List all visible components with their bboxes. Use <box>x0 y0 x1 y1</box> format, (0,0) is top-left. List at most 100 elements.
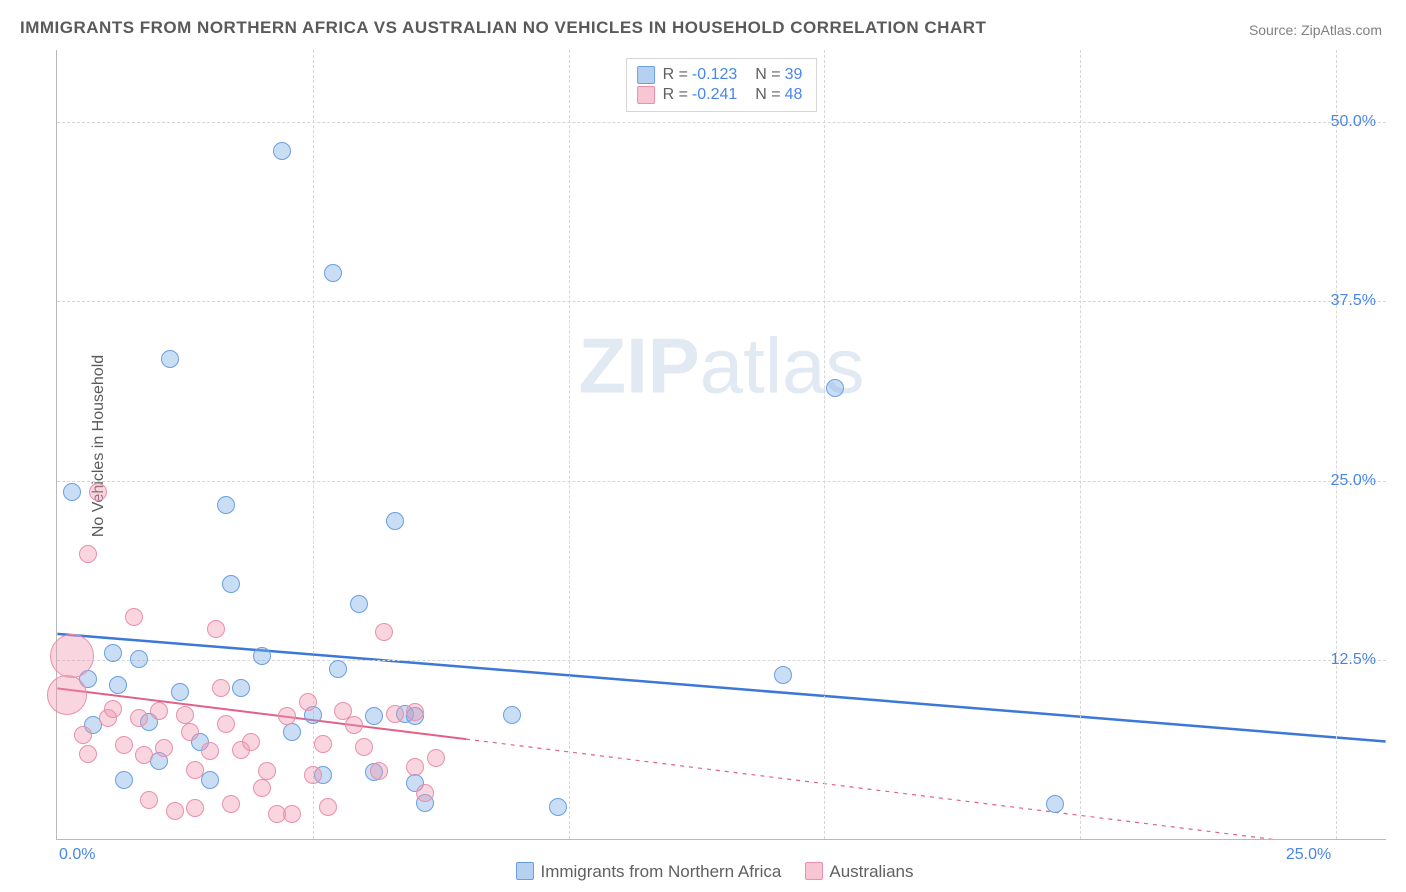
data-point <box>278 707 296 725</box>
data-point <box>350 595 368 613</box>
gridline-v <box>569 50 570 839</box>
data-point <box>104 700 122 718</box>
data-point <box>186 799 204 817</box>
data-point <box>253 647 271 665</box>
data-point <box>171 683 189 701</box>
legend-r-value: -0.241 <box>692 86 737 104</box>
data-point <box>329 660 347 678</box>
data-point <box>212 679 230 697</box>
data-point <box>50 634 94 678</box>
data-point <box>201 742 219 760</box>
legend-r-label: R = <box>663 86 688 104</box>
data-point <box>130 650 148 668</box>
data-point <box>370 762 388 780</box>
legend-row: R =-0.241 N = 48 <box>637 86 807 104</box>
chart-title: IMMIGRANTS FROM NORTHERN AFRICA VS AUSTR… <box>20 18 986 38</box>
data-point <box>222 575 240 593</box>
data-point <box>161 350 179 368</box>
data-point <box>503 706 521 724</box>
legend-n-label: N = <box>755 86 780 104</box>
data-point <box>375 623 393 641</box>
data-point <box>253 779 271 797</box>
scatter-plot: ZIPatlas R =-0.123 N = 39 R =-0.241 N = 48 12… <box>56 50 1386 840</box>
data-point <box>115 771 133 789</box>
data-point <box>181 723 199 741</box>
data-point <box>774 666 792 684</box>
data-point <box>324 264 342 282</box>
data-point <box>314 735 332 753</box>
gridline-v <box>1080 50 1081 839</box>
legend-n-value: 39 <box>785 66 803 84</box>
data-point <box>176 706 194 724</box>
data-point <box>427 749 445 767</box>
trend-line-extrapolated <box>466 739 1386 839</box>
y-tick-label: 37.5% <box>1331 292 1376 310</box>
data-point <box>386 512 404 530</box>
gridline-h <box>57 481 1386 482</box>
data-point <box>406 758 424 776</box>
data-point <box>135 746 153 764</box>
legend-series-label: Immigrants from Northern Africa <box>540 862 781 881</box>
gridline-v <box>824 50 825 839</box>
legend-series-label: Australians <box>829 862 913 881</box>
legend-swatch <box>637 86 655 104</box>
data-point <box>217 715 235 733</box>
data-point <box>201 771 219 789</box>
data-point <box>115 736 133 754</box>
gridline-h <box>57 301 1386 302</box>
watermark-bold: ZIP <box>578 321 699 409</box>
data-point <box>207 620 225 638</box>
data-point <box>89 483 107 501</box>
data-point <box>79 545 97 563</box>
data-point <box>47 675 87 715</box>
trend-lines-svg <box>57 50 1386 839</box>
legend-n-label: N = <box>755 66 780 84</box>
data-point <box>355 738 373 756</box>
correlation-legend: R =-0.123 N = 39 R =-0.241 N = 48 <box>626 58 818 112</box>
source-label: Source: ZipAtlas.com <box>1249 22 1382 38</box>
legend-swatch <box>637 66 655 84</box>
data-point <box>74 726 92 744</box>
legend-row: R =-0.123 N = 39 <box>637 66 807 84</box>
watermark: ZIPatlas <box>578 320 864 411</box>
data-point <box>217 496 235 514</box>
data-point <box>222 795 240 813</box>
data-point <box>150 702 168 720</box>
gridline-h <box>57 122 1386 123</box>
data-point <box>130 709 148 727</box>
legend-swatch <box>516 862 534 880</box>
data-point <box>242 733 260 751</box>
data-point <box>109 676 127 694</box>
data-point <box>304 766 322 784</box>
legend-n-value: 48 <box>785 86 803 104</box>
data-point <box>283 723 301 741</box>
data-point <box>826 379 844 397</box>
data-point <box>166 802 184 820</box>
data-point <box>416 784 434 802</box>
data-point <box>273 142 291 160</box>
y-tick-label: 12.5% <box>1331 651 1376 669</box>
series-legend: Immigrants from Northern Africa Australia… <box>0 862 1406 882</box>
legend-r-label: R = <box>663 66 688 84</box>
data-point <box>319 798 337 816</box>
y-tick-label: 50.0% <box>1331 113 1376 131</box>
data-point <box>283 805 301 823</box>
data-point <box>386 705 404 723</box>
data-point <box>140 791 158 809</box>
data-point <box>549 798 567 816</box>
legend-swatch <box>805 862 823 880</box>
data-point <box>125 608 143 626</box>
legend-r-value: -0.123 <box>692 66 737 84</box>
data-point <box>258 762 276 780</box>
watermark-rest: atlas <box>700 321 865 409</box>
data-point <box>232 679 250 697</box>
data-point <box>155 739 173 757</box>
y-tick-label: 25.0% <box>1331 472 1376 490</box>
data-point <box>186 761 204 779</box>
data-point <box>104 644 122 662</box>
data-point <box>345 716 363 734</box>
data-point <box>63 483 81 501</box>
gridline-v <box>1336 50 1337 839</box>
data-point <box>79 745 97 763</box>
data-point <box>299 693 317 711</box>
